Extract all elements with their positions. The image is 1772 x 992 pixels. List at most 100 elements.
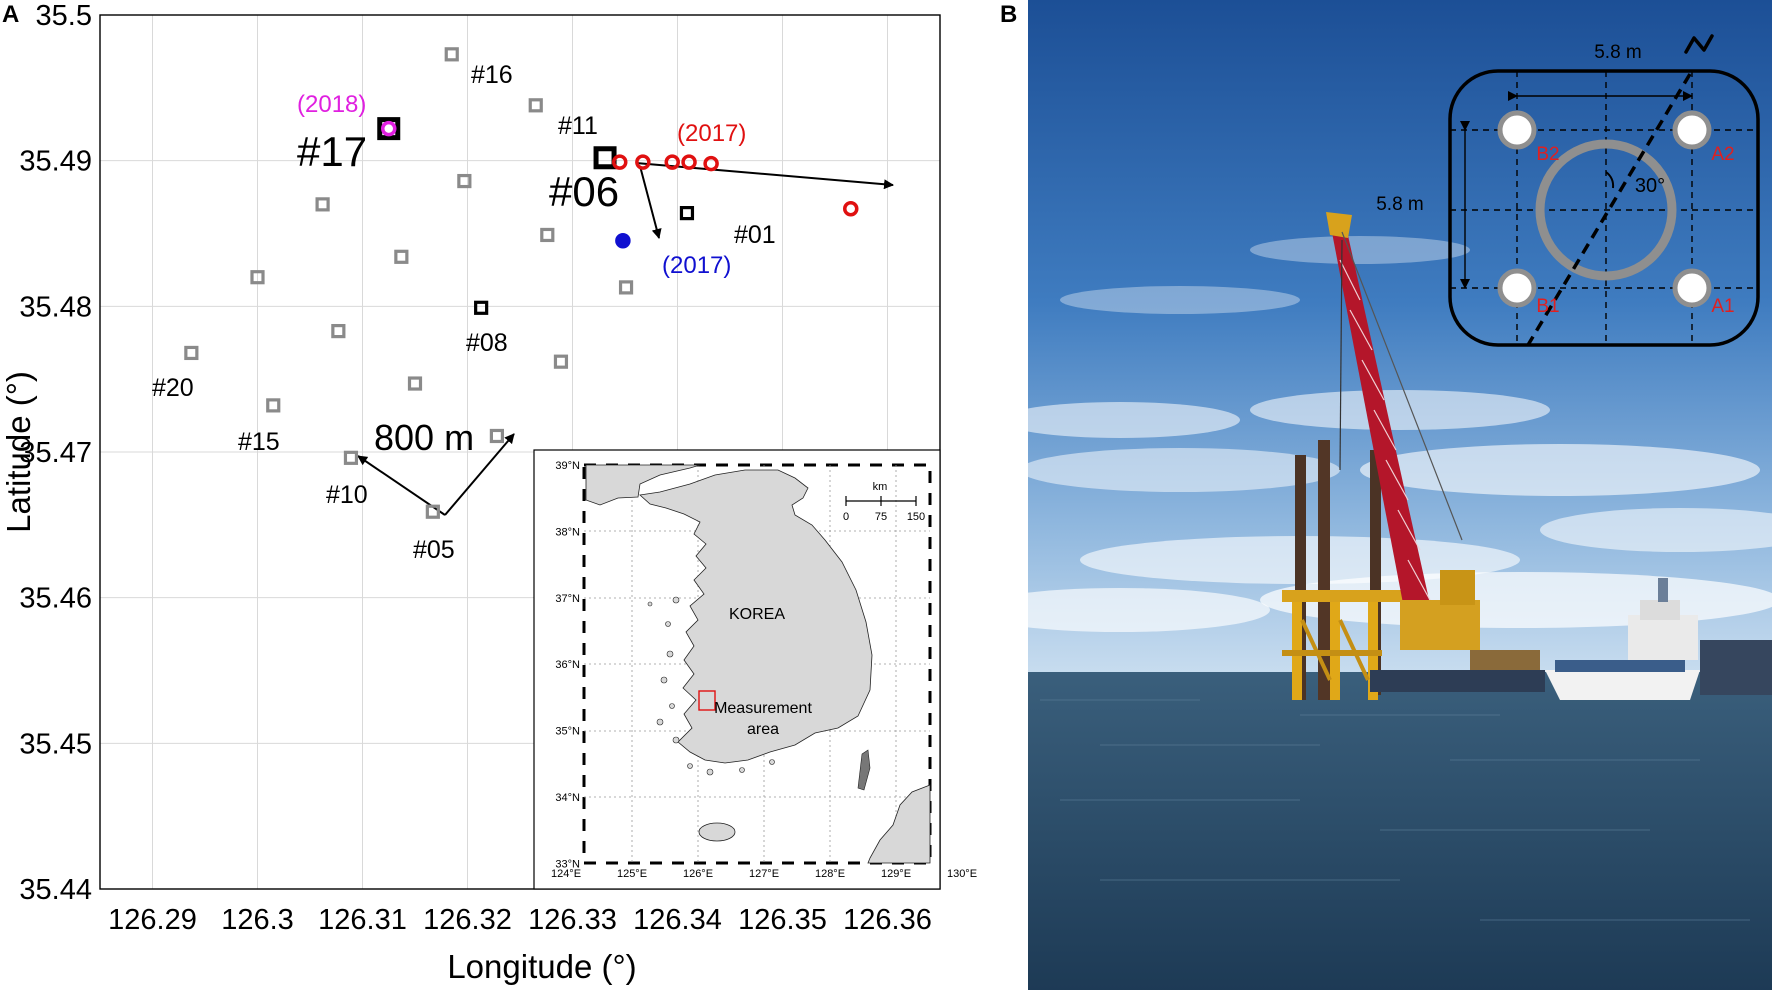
x-tick-label: 126.33 xyxy=(528,904,617,936)
pile-label-b2: B2 xyxy=(1536,144,1559,165)
label-800m: 800 m xyxy=(374,417,474,458)
inset-lon-label: 128°E xyxy=(815,868,845,880)
data-point-s0-10 xyxy=(553,354,569,369)
inset-lat-label: 34°N xyxy=(555,792,580,804)
jacket-structure xyxy=(1282,440,1412,700)
data-point-s2-0 xyxy=(381,120,397,137)
japan-coast xyxy=(867,784,931,864)
dimension-top: 5.8 m xyxy=(1594,42,1642,63)
data-point-s3-4 xyxy=(703,155,719,172)
inset-lat-label: 36°N xyxy=(555,659,580,671)
inset-scale-bar: km 0 75 150 xyxy=(843,481,925,523)
x-tick-label: 126.36 xyxy=(843,904,932,936)
y-tick-labels: 35.44 35.45 35.46 35.47 35.48 35.49 35.5 xyxy=(19,0,92,906)
x-tick-labels: 126.29 126.3 126.31 126.32 126.33 126.34 126.3… xyxy=(108,904,932,936)
label-20: #20 xyxy=(152,374,194,402)
scale-tick-0: 0 xyxy=(843,511,849,523)
data-point-s1-0 xyxy=(377,117,401,141)
inset-lat-label: 37°N xyxy=(555,593,580,605)
data-point-s3-1 xyxy=(635,154,651,170)
data-point-s0-0 xyxy=(444,47,459,62)
pile-b2 xyxy=(1497,110,1537,150)
inset-lon-label: 125°E xyxy=(617,868,647,880)
data-point-s4-0 xyxy=(615,233,631,249)
pile-b1 xyxy=(1497,268,1537,308)
inset-lon-label: 124°E xyxy=(551,868,581,880)
x-tick-label: 126.29 xyxy=(108,904,197,936)
label-17: #17 xyxy=(297,128,367,175)
sea-ripples xyxy=(1040,699,1750,921)
y-tick-label: 35.45 xyxy=(19,728,92,760)
panel-a-label: A xyxy=(2,1,19,28)
data-point-s0-13 xyxy=(489,428,504,444)
north-coast xyxy=(585,464,701,506)
data-point-s3-0 xyxy=(612,154,628,170)
data-point-s0-3 xyxy=(315,197,330,212)
data-point-s0-2 xyxy=(457,173,472,189)
diagram-frame xyxy=(1448,69,1760,347)
data-point-s3-3 xyxy=(681,154,697,170)
inset-map: KOREA Measurement area km 0 75 150 39°N3… xyxy=(533,449,977,890)
inset-lat-label: 39°N xyxy=(555,460,580,472)
pile-a1 xyxy=(1672,268,1712,308)
inset-lon-label: 127°E xyxy=(749,868,779,880)
label-01: #01 xyxy=(734,221,776,249)
panel-a: A 126.29 126.3 126.31 126.32 126.33 126.34 126… xyxy=(0,0,977,985)
measurement-area-box xyxy=(698,690,716,711)
panel-b: B xyxy=(1000,0,1772,990)
label-11: #11 xyxy=(558,112,598,140)
label-2018: (2018) xyxy=(297,91,366,118)
pile-label-a1: A1 xyxy=(1711,296,1734,317)
data-point-s0-9 xyxy=(184,345,199,361)
x-tick-label: 126.3 xyxy=(221,904,294,936)
inset-lat-label: 38°N xyxy=(555,526,580,538)
y-tick-label: 35.46 xyxy=(19,583,92,615)
inset-lon-label: 129°E xyxy=(881,868,911,880)
tsushima-island xyxy=(857,749,871,791)
site-photo: 5.8 m 5.8 m 30° B2 A2 B1 A1 xyxy=(1028,0,1772,990)
scale-tick-150: 150 xyxy=(907,511,925,523)
inset-lat-label: 33°N xyxy=(555,858,580,870)
inset-lat-label: 35°N xyxy=(555,726,580,738)
x-tick-label: 126.32 xyxy=(423,904,512,936)
x-axis-label: Longitude (°) xyxy=(447,948,636,985)
north-mark xyxy=(1684,34,1714,54)
label-15: #15 xyxy=(238,428,280,456)
x-tick-label: 126.31 xyxy=(318,904,407,936)
label-06: #06 xyxy=(549,168,619,215)
label-2017-red: (2017) xyxy=(677,120,746,147)
pile-label-a2: A2 xyxy=(1711,144,1734,165)
coastal-islands xyxy=(647,596,775,776)
y-tick-label: 35.48 xyxy=(19,291,92,323)
x-tick-label: 126.34 xyxy=(633,904,722,936)
arrows xyxy=(357,162,894,516)
label-2017-blue: (2017) xyxy=(662,252,731,279)
inset-lon-labels: 124°E 125°E 126°E 127°E 128°E 129°E 130°E xyxy=(551,868,977,880)
barge-cargo xyxy=(1470,650,1540,670)
y-tick-label: 35.47 xyxy=(19,437,92,469)
inset-korea-label: KOREA xyxy=(729,606,785,623)
inset-area-label-2: area xyxy=(747,721,779,738)
data-point-s0-12 xyxy=(266,398,281,413)
data-point-s1-3 xyxy=(474,300,489,315)
pile-label-b1: B1 xyxy=(1536,296,1559,317)
data-point-s0-6 xyxy=(250,270,265,285)
foundation-diagram: 5.8 m 5.8 m 30° B2 A2 B1 A1 xyxy=(1376,34,1760,347)
korea-landmass xyxy=(639,469,873,764)
inset-lon-label: 130°E xyxy=(947,868,977,880)
data-point-s0-7 xyxy=(618,280,634,295)
arrow-800m-right xyxy=(444,433,515,516)
panel-b-label: B xyxy=(1000,1,1017,28)
dimension-left: 5.8 m xyxy=(1376,194,1424,215)
barge xyxy=(1370,670,1545,692)
support-vessel xyxy=(1545,578,1772,700)
sea xyxy=(1028,672,1772,990)
monopile-ring xyxy=(1535,139,1677,281)
x-tick-label: 126.35 xyxy=(738,904,827,936)
label-05: #05 xyxy=(413,536,455,564)
scale-unit: km xyxy=(873,481,888,493)
angle-label: 30° xyxy=(1635,175,1665,197)
data-point-s0-1 xyxy=(528,98,543,113)
data-point-s0-5 xyxy=(394,249,409,264)
